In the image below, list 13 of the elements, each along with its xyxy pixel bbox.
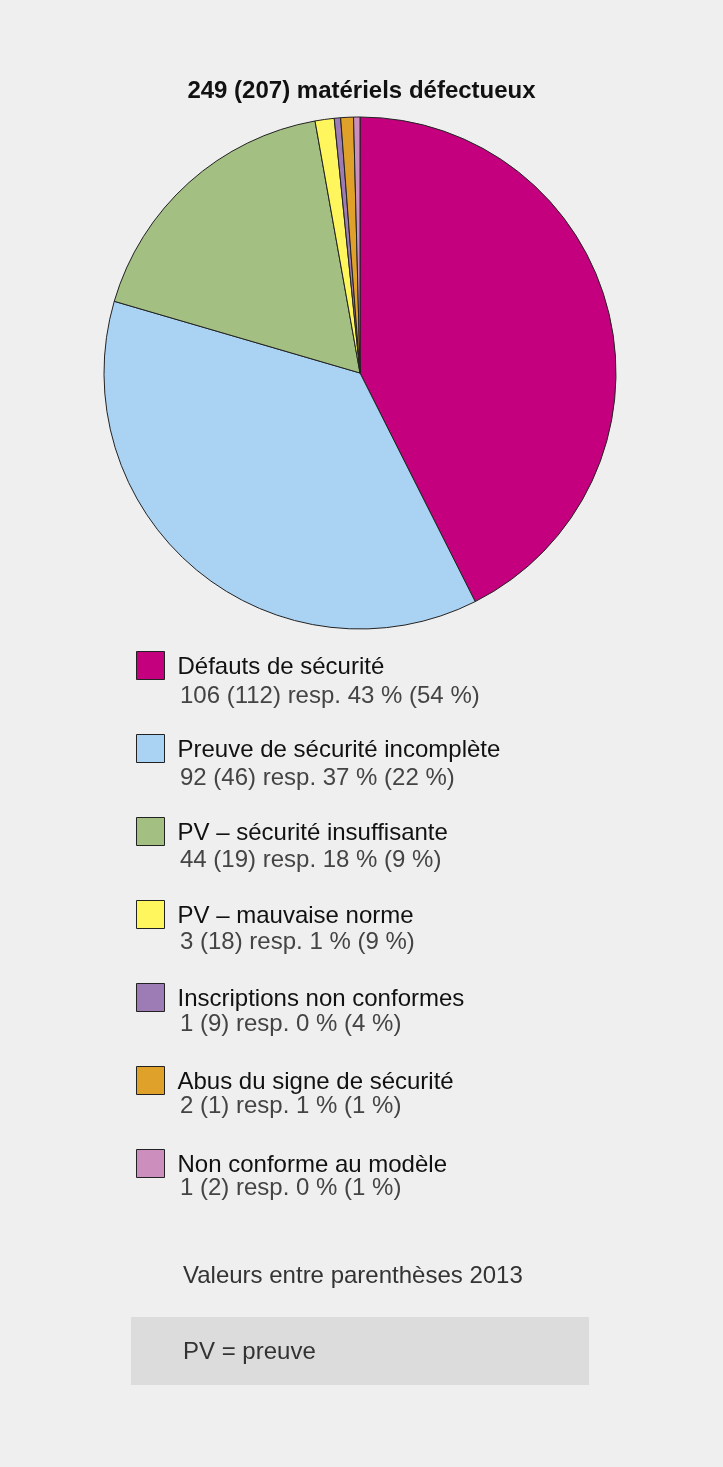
data-label: 92 (46) resp. 37 % (22 %) [180, 762, 455, 790]
legend-label: Inscriptions non conformes [177, 984, 465, 1011]
data-label: 3 (18) resp. 1 % (9 %) [180, 926, 415, 954]
data-label: 106 (112) resp. 43 % (54 %) [180, 680, 480, 708]
chart-title: 249 (207) matériels défectueux [187, 75, 537, 103]
legend-label: PV – sécurité insuffisante [177, 818, 448, 845]
legend-label: Preuve de sécurité incomplète [177, 735, 501, 762]
text: PV = preuve [183, 1336, 316, 1364]
legend-label: PV – mauvaise norme [177, 901, 414, 928]
legend-label: Abus du signe de sécurité [177, 1067, 454, 1094]
data-label: 44 (19) resp. 18 % (9 %) [180, 844, 442, 872]
text: Valeurs entre parenthèses 2013 [183, 1260, 523, 1288]
legend-label: Défauts de sécurité [177, 652, 385, 679]
